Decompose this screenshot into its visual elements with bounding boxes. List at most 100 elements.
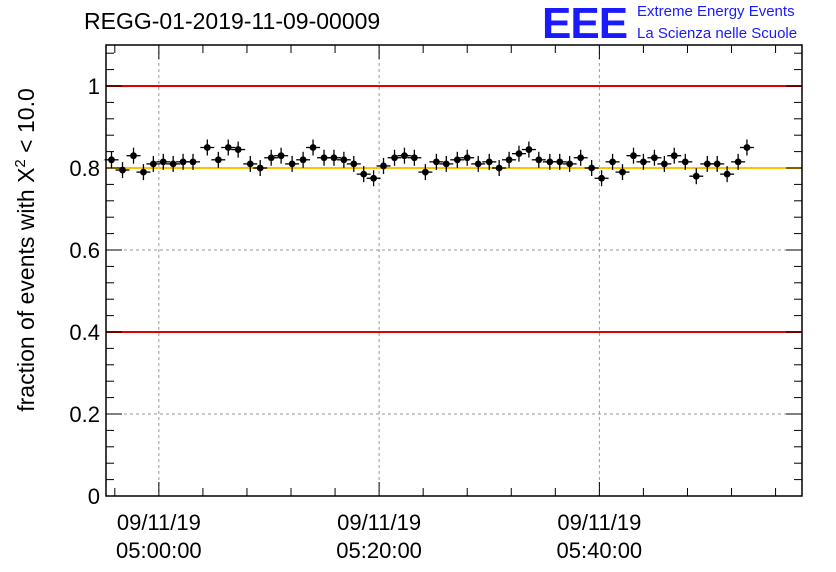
data-point	[115, 162, 130, 179]
point-marker	[189, 158, 197, 166]
data-point	[429, 153, 444, 170]
data-point	[689, 168, 704, 185]
logo-line-2: La Scienza nelle Scuole	[637, 25, 798, 42]
data-point	[731, 153, 746, 170]
plot-frame	[105, 44, 803, 497]
data-point	[667, 147, 682, 164]
point-marker	[288, 160, 296, 168]
point-marker	[577, 154, 585, 162]
data-point	[296, 151, 311, 168]
data-point	[605, 153, 620, 170]
point-marker	[410, 154, 418, 162]
point-marker	[556, 158, 564, 166]
point-marker	[214, 156, 222, 164]
point-marker	[670, 152, 678, 160]
data-point	[562, 155, 577, 172]
point-marker	[463, 154, 471, 162]
y-tick-label: 0.4	[69, 320, 100, 345]
point-marker	[546, 158, 554, 166]
point-marker	[246, 160, 254, 168]
data-point	[502, 151, 517, 168]
point-marker	[743, 144, 751, 151]
point-marker	[401, 152, 408, 160]
point-marker	[723, 170, 731, 178]
data-point	[136, 164, 151, 181]
point-marker	[525, 146, 533, 153]
point-marker	[256, 164, 264, 172]
point-marker	[734, 158, 742, 166]
point-marker	[169, 160, 177, 168]
point-marker	[453, 156, 461, 164]
data-point	[594, 170, 609, 187]
y-tick-label: 0.2	[69, 402, 100, 427]
point-marker	[130, 152, 137, 160]
data-point	[450, 151, 465, 168]
data-point	[584, 160, 599, 176]
logo-mark: EEE	[542, 0, 628, 48]
point-marker	[495, 164, 503, 172]
point-marker	[330, 154, 338, 162]
point-marker	[619, 168, 626, 176]
data-point	[306, 139, 321, 156]
y-tick-label: 0	[88, 484, 100, 509]
point-marker	[692, 172, 700, 180]
data-point	[552, 153, 567, 170]
data-point	[200, 139, 215, 156]
x-tick-label-time: 05:00:00	[116, 538, 202, 563]
point-marker	[119, 166, 126, 174]
data-point	[376, 157, 391, 174]
data-point	[511, 145, 526, 162]
data-point	[482, 153, 497, 170]
point-marker	[108, 156, 115, 164]
point-marker	[224, 144, 232, 151]
data-point	[647, 149, 662, 166]
data-point	[397, 147, 412, 164]
point-marker	[340, 156, 348, 164]
data-point	[739, 139, 754, 156]
point-marker	[609, 158, 616, 166]
point-marker	[299, 156, 307, 164]
point-marker	[391, 154, 398, 162]
point-marker	[309, 144, 317, 151]
data-point	[657, 155, 672, 172]
x-tick-label-date: 09/11/19	[337, 510, 421, 535]
data-point	[720, 166, 735, 183]
plot-border	[105, 44, 803, 497]
point-marker	[640, 158, 647, 166]
logo-line-1: Extreme Energy Events	[637, 3, 795, 20]
data-point	[326, 149, 341, 166]
point-marker	[380, 162, 387, 170]
data-point	[626, 147, 641, 164]
point-marker	[277, 152, 285, 160]
point-marker	[179, 158, 187, 166]
point-marker	[149, 160, 157, 168]
data-point	[166, 155, 181, 172]
data-point	[356, 166, 371, 183]
point-marker	[432, 158, 440, 166]
point-marker	[515, 150, 523, 158]
data-point	[636, 153, 651, 170]
x-tick-label-date: 09/11/19	[117, 510, 201, 535]
data-point	[231, 141, 246, 158]
data-point	[460, 149, 475, 166]
data-point	[243, 155, 258, 172]
data-point	[211, 151, 226, 168]
y-tick-label: 0.6	[69, 238, 100, 263]
point-marker	[630, 152, 637, 160]
x-tick-label-date: 09/11/19	[557, 510, 641, 535]
data-point	[471, 155, 486, 172]
point-marker	[203, 144, 211, 151]
data-point	[253, 160, 268, 176]
data-point	[710, 155, 725, 172]
data-point	[104, 151, 119, 168]
data-point	[418, 164, 433, 181]
data-point	[186, 153, 200, 170]
point-marker	[442, 160, 450, 168]
eee-logo: EEE Extreme Energy Events La Scienza nel…	[542, 2, 832, 46]
point-marker	[505, 156, 513, 164]
x-tick-label-time: 05:20:00	[336, 538, 422, 563]
data-point	[407, 149, 422, 166]
point-marker	[703, 160, 711, 168]
data-point	[531, 151, 546, 168]
